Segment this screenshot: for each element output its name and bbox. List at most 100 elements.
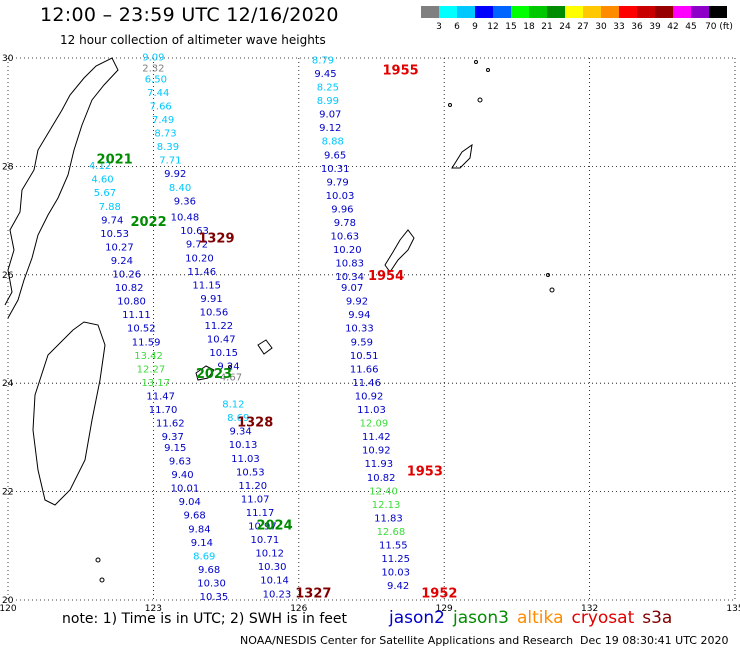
wave-height-value: 9.92 (164, 169, 186, 180)
pass-id-label: 1329 (198, 231, 234, 246)
wave-height-value: 12.68 (377, 527, 406, 538)
wave-height-value: 10.51 (350, 351, 379, 362)
wave-height-value: 7.49 (152, 115, 174, 126)
wave-height-value: 9.63 (169, 457, 191, 468)
wave-height-value: 2.32 (142, 64, 164, 75)
colorbar-swatch (619, 6, 637, 18)
wave-height-value: 8.73 (154, 129, 176, 140)
pass-id-label: 1327 (295, 586, 331, 601)
wave-height-value: 8.69 (227, 413, 249, 424)
ishigaki-coastline (195, 365, 215, 381)
colorbar-label: 18 (523, 22, 535, 32)
x-tick-label: 120 (0, 604, 17, 614)
colorbar-swatch (439, 6, 457, 18)
wave-height-value: 8.88 (322, 137, 344, 148)
wave-height-value: 9.15 (164, 443, 186, 454)
wave-height-value: 10.01 (171, 484, 200, 495)
colorbar-label: 45 (685, 22, 697, 32)
wave-height-value: 9.45 (314, 69, 336, 80)
wave-height-value: 9.65 (324, 150, 346, 161)
coastlines (4, 57, 555, 583)
wave-height-value: 9.14 (191, 538, 213, 549)
colorbar-swatch (601, 6, 619, 18)
axis-tick-labels: 120 123 126 129 132 135 30 28 26 24 22 20 (0, 54, 740, 614)
wave-height-value: 11.46 (352, 378, 381, 389)
wave-height-value: 11.25 (381, 554, 410, 565)
colorbar-label: 39 (649, 22, 661, 32)
wave-height-value: 10.33 (345, 324, 374, 335)
wave-height-value: 9.04 (179, 497, 201, 508)
colorbar-swatch (493, 6, 511, 18)
wave-height-value: 10.30 (258, 562, 287, 573)
wave-height-value: 9.37 (162, 432, 184, 443)
legend-entry-cryosat: cryosat (571, 608, 635, 628)
wave-height-value: 9.24 (217, 362, 239, 373)
wave-height-value: 10.83 (335, 259, 364, 270)
wave-height-value: 10.52 (127, 324, 156, 335)
colorbar-label: 70 (ft) (705, 22, 733, 32)
wave-height-value: 6.50 (145, 74, 167, 85)
wave-height-value: 11.03 (357, 405, 386, 416)
wave-height-value: 10.97 (248, 522, 277, 533)
wave-height-value: 10.26 (112, 270, 141, 281)
colorbar-label: 36 (631, 22, 643, 32)
colorbar-label: 24 (559, 22, 571, 32)
wave-height-value: 8.12 (222, 400, 244, 411)
wave-height-value: 10.27 (105, 242, 134, 253)
wave-height-value: 4.60 (91, 175, 113, 186)
colorbar-swatch (547, 6, 565, 18)
wave-height-value: 10.47 (207, 335, 236, 346)
wave-height-value: 10.35 (200, 592, 229, 603)
x-tick-label: 135 (726, 604, 740, 614)
satellite-legend: jason2 jason3 altika cryosat s3a (389, 608, 680, 628)
colorbar-swatch (655, 6, 673, 18)
wave-height-value: 11.93 (364, 459, 393, 470)
colorbar-swatch (565, 6, 583, 18)
pass-id-label: 1952 (421, 586, 457, 601)
wave-height-value: 10.03 (381, 568, 410, 579)
wave-height-value: 11.59 (132, 337, 161, 348)
wave-height-value: 10.92 (362, 446, 391, 457)
wave-height-value: 8.79 (312, 55, 334, 66)
colorbar-label: 42 (667, 22, 679, 32)
wave-height-value: 7.44 (147, 88, 169, 99)
colorbar-label: 21 (541, 22, 553, 32)
wave-height-value: 4.67 (220, 372, 242, 383)
wave-height-value: 9.42 (387, 581, 409, 592)
wave-height-value: 10.53 (236, 467, 265, 478)
legend-entry-altika: altika (517, 608, 564, 628)
wave-height-value: 10.34 (335, 272, 364, 283)
wave-height-value: 11.42 (362, 432, 391, 443)
wave-height-value: 10.53 (100, 229, 129, 240)
colorbar-label: 9 (472, 22, 478, 32)
wave-height-value: 12.13 (372, 500, 401, 511)
wave-height-value: 9.74 (101, 215, 123, 226)
wave-height-value: 7.66 (150, 101, 172, 112)
wave-height-value: 9.07 (319, 110, 341, 121)
wave-height-value: 9.92 (346, 297, 368, 308)
wave-height-value: 11.15 (192, 280, 221, 291)
wave-height-value: 9.34 (230, 427, 252, 438)
colorbar-swatch (691, 6, 709, 18)
wave-height-value: 11.66 (350, 364, 379, 375)
wave-height-value: 12.09 (360, 419, 389, 430)
wave-height-value: 12.40 (369, 486, 398, 497)
wave-height-value: 8.40 (169, 183, 191, 194)
wave-height-value: 9.96 (331, 204, 353, 215)
wave-height-value: 9.79 (326, 177, 348, 188)
wave-height-value: 10.48 (171, 213, 200, 224)
legend-entry-jason3: jason3 (453, 608, 509, 628)
colorbar-label: 33 (613, 22, 625, 32)
wave-height-value: 9.84 (188, 524, 210, 535)
wave-height-value: 11.70 (149, 405, 178, 416)
wave-height-value: 8.25 (317, 83, 339, 94)
wave-height-value: 11.17 (246, 508, 275, 519)
wave-height-value: 11.07 (241, 494, 270, 505)
wave-height-value: 9.12 (319, 123, 341, 134)
wave-height-value: 10.71 (251, 535, 280, 546)
wave-height-value: 10.14 (260, 576, 289, 587)
wave-height-value: 10.12 (255, 549, 284, 560)
wave-height-value: 7.88 (99, 202, 121, 213)
y-tick-label: 30 (2, 54, 14, 64)
colorbar-label: 12 (487, 22, 499, 32)
